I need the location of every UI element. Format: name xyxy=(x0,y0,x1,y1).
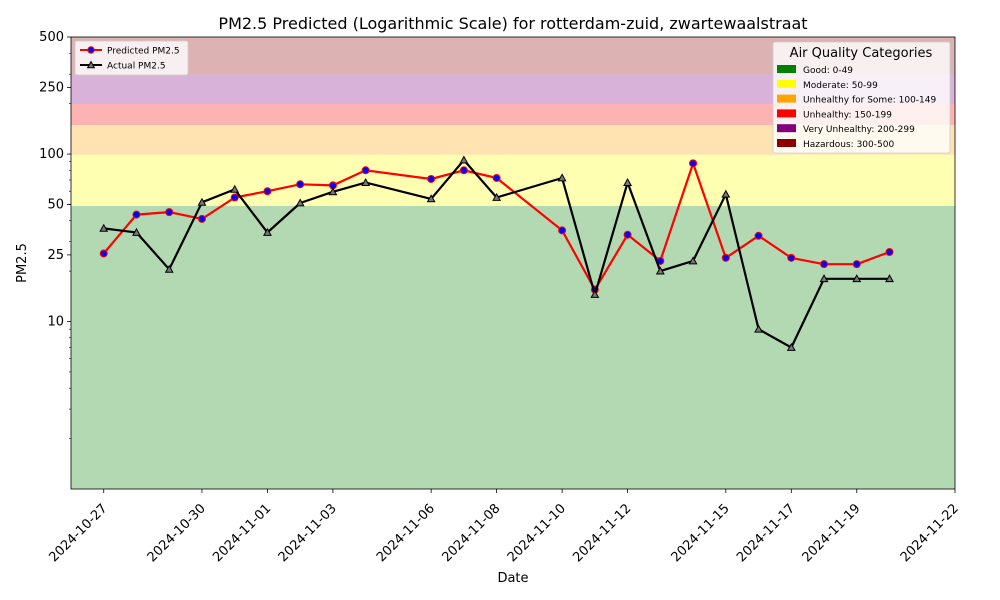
legend-marker-1 xyxy=(86,60,96,69)
category-label-4: Very Unhealthy: 200-299 xyxy=(803,125,915,135)
category-swatch-0 xyxy=(777,65,796,73)
actual-point xyxy=(197,197,207,206)
predicted-point xyxy=(296,180,305,189)
band-3 xyxy=(71,104,955,126)
category-legend: Air Quality Categories Good: 0-49 Moderate… xyxy=(772,41,951,154)
predicted-point xyxy=(132,210,141,219)
predicted-point xyxy=(427,174,436,183)
x-axis: 2024-10-27 2024-10-30 2024-11-01 2024-11-03… xyxy=(47,489,962,565)
actual-point xyxy=(492,192,502,201)
y-tick-label: 50 xyxy=(47,197,64,212)
predicted-point xyxy=(852,260,861,269)
x-tick-label: 2024-11-19 xyxy=(800,501,864,565)
predicted-point xyxy=(263,187,272,196)
band-1 xyxy=(71,154,955,206)
actual-point xyxy=(885,274,894,283)
x-tick-label: 2024-11-08 xyxy=(439,501,503,565)
x-tick-label: 2024-11-15 xyxy=(669,501,733,565)
x-tick-label: 2024-11-03 xyxy=(276,501,340,565)
x-tick-label: 2024-11-22 xyxy=(898,501,962,565)
category-swatch-5 xyxy=(777,139,796,147)
x-tick-label: 2024-10-30 xyxy=(145,501,209,565)
actual-point xyxy=(688,256,698,265)
actual-point xyxy=(164,264,174,273)
predicted-point xyxy=(230,193,239,202)
actual-point xyxy=(426,194,436,203)
x-tick-label: 2024-11-17 xyxy=(734,501,798,565)
legend-marker-0 xyxy=(87,46,95,54)
series-legend: Predicted PM2.5 Actual PM2.5 xyxy=(74,40,189,76)
actual-point xyxy=(623,178,633,187)
actual-point xyxy=(754,324,764,333)
legend-label-1: Actual PM2.5 xyxy=(107,62,166,72)
chart-title: PM2.5 Predicted (Logarithmic Scale) for … xyxy=(218,14,807,33)
category-swatch-4 xyxy=(777,124,796,133)
predicted-point xyxy=(689,159,698,168)
actual-point xyxy=(99,223,109,232)
predicted-point xyxy=(787,253,796,262)
y-tick-label: 500 xyxy=(39,30,64,45)
category-swatch-2 xyxy=(777,94,796,103)
actual-point xyxy=(786,342,796,351)
category-label-5: Hazardous: 300-500 xyxy=(803,140,894,150)
category-label-2: Unhealthy for Some: 100-149 xyxy=(803,96,936,106)
predicted-point xyxy=(820,260,829,269)
predicted-point xyxy=(99,249,108,258)
actual-point xyxy=(721,189,731,198)
predicted-point xyxy=(885,248,894,257)
category-swatch-1 xyxy=(777,79,796,88)
category-label-1: Moderate: 50-99 xyxy=(803,81,878,91)
y-axis-label: PM2.5 xyxy=(15,243,30,283)
category-label-3: Unhealthy: 150-199 xyxy=(803,110,892,120)
y-tick-label: 10 xyxy=(47,315,64,330)
actual-point xyxy=(557,173,567,182)
x-tick-label: 2024-11-12 xyxy=(570,501,634,565)
x-axis-label: Date xyxy=(497,571,528,586)
actual-point xyxy=(361,178,371,187)
plot-frame xyxy=(70,36,956,490)
predicted-point xyxy=(721,253,730,262)
actual-point xyxy=(459,155,469,164)
series-group xyxy=(99,155,894,351)
actual-point xyxy=(230,184,240,193)
x-tick-label: 2024-11-10 xyxy=(505,501,569,565)
actual-point xyxy=(819,274,829,283)
predicted-point xyxy=(361,166,370,175)
series-legend-box xyxy=(74,40,189,76)
band-0 xyxy=(71,205,955,489)
actual-point xyxy=(655,266,665,275)
predicted-point xyxy=(558,226,567,235)
actual-point xyxy=(295,198,305,207)
y-tick-label: 250 xyxy=(39,80,64,95)
x-tick-label: 2024-11-01 xyxy=(210,501,274,565)
predicted-point xyxy=(623,230,632,239)
category-legend-box xyxy=(772,41,951,154)
predicted-point xyxy=(754,231,763,240)
x-tick-label: 2024-11-06 xyxy=(374,501,438,565)
predicted-point xyxy=(459,166,468,175)
predicted-point xyxy=(492,173,501,182)
actual-point xyxy=(132,227,141,236)
y-tick-label: 25 xyxy=(47,248,64,263)
category-swatch-3 xyxy=(777,109,796,118)
category-legend-title: Air Quality Categories xyxy=(790,46,933,61)
y-axis: 10 25 50 100 250 500 xyxy=(39,30,71,439)
x-tick-label: 2024-10-27 xyxy=(47,501,111,565)
actual-point xyxy=(328,187,338,196)
predicted-point xyxy=(197,214,206,223)
actual-point xyxy=(262,227,272,236)
y-tick-label: 100 xyxy=(39,147,64,162)
category-label-0: Good: 0-49 xyxy=(803,66,853,76)
actual-point xyxy=(852,274,862,283)
predicted-point xyxy=(165,208,174,217)
actual-point xyxy=(590,289,600,298)
legend-label-0: Predicted PM2.5 xyxy=(107,47,180,57)
